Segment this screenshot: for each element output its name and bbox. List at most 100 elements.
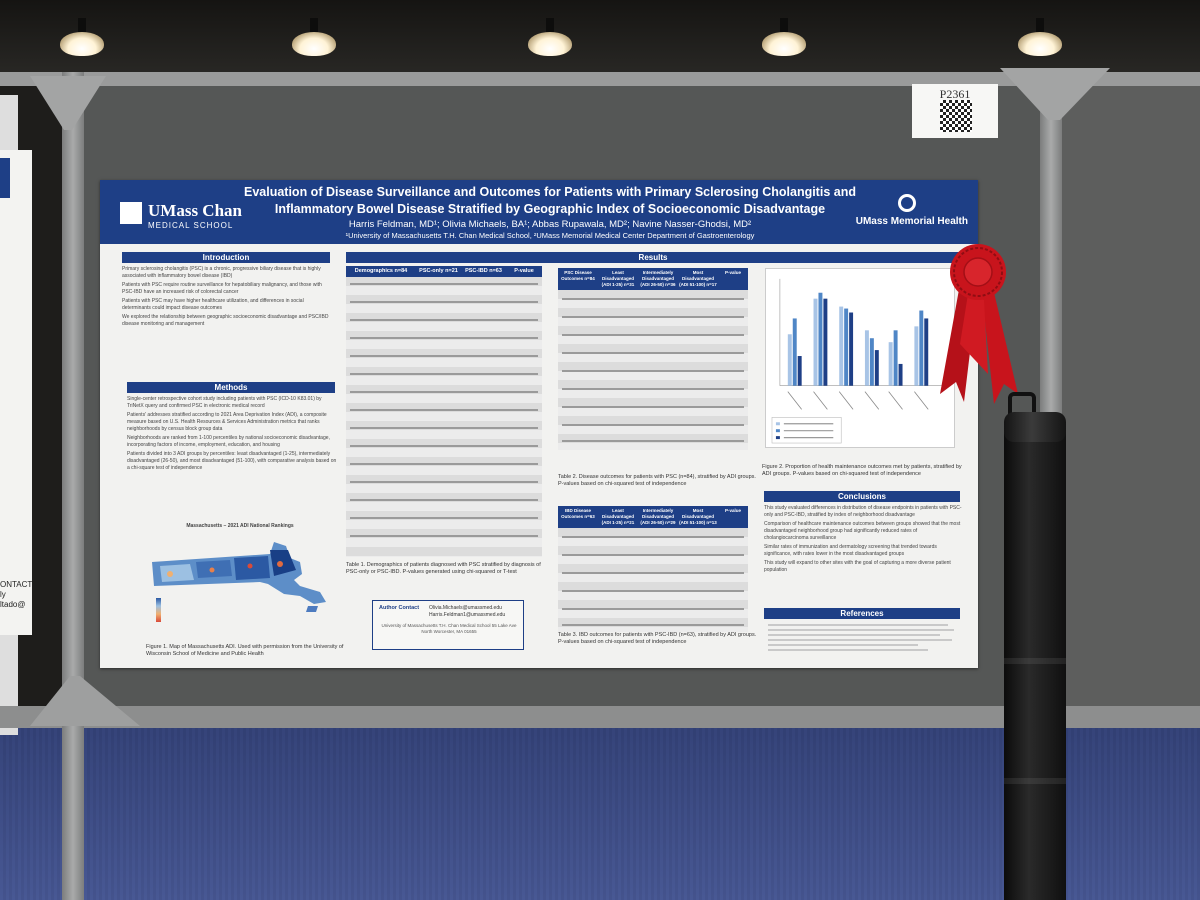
- table3-header-cell: IBD Disease Outcomes n=63: [561, 508, 595, 519]
- poster-tube-cap: [1004, 412, 1066, 442]
- ceiling-light: [762, 18, 806, 56]
- table-text-line: [350, 499, 538, 501]
- poster-number: P2361: [939, 87, 971, 101]
- author-contact-address: University of Massachusetts T.H. Chan Me…: [381, 623, 517, 634]
- methods-header: Methods: [127, 382, 335, 393]
- table-text-line: [562, 572, 744, 574]
- table3-header-cell: Most Disadvantaged (ADI 51-100) n=13: [679, 508, 717, 525]
- massachusetts-adi-map: [152, 542, 326, 612]
- map-legend-scale: [156, 598, 161, 622]
- methods-bullet: Patients divided into 3 ADI groups by pe…: [127, 451, 337, 471]
- table-text-line: [562, 352, 744, 354]
- author-contact-emails: Olivia.Michaels@umassmed.edu Harris.Feld…: [429, 605, 505, 619]
- ceiling-light: [60, 18, 104, 56]
- poster-banner: UMass Chan MEDICAL SCHOOL Evaluation of …: [100, 180, 978, 244]
- table-text-line: [562, 334, 744, 336]
- qr-code: [940, 100, 972, 132]
- ceiling-light: [292, 18, 336, 56]
- table-text-line: [350, 337, 538, 339]
- table2-header-cell: Intermediately Disadvantaged (ADI 26-50)…: [640, 270, 676, 287]
- poster-title-line: Inflammatory Bowel Disease Stratified by…: [274, 202, 826, 216]
- table-text-line: [562, 440, 744, 442]
- frame-top-rail: [0, 72, 1200, 86]
- adjacent-poster-edge: ONTACT ly ltado@: [0, 150, 32, 635]
- references-header: References: [764, 608, 960, 619]
- methods-bullet: Single-center retrospective cohort study…: [127, 396, 322, 409]
- introduction-bullet: Patients with PSC may have higher health…: [122, 298, 304, 311]
- table2-header-cell: PSC Disease Outcomes n=84: [561, 270, 595, 281]
- table3-header-cell: Least Disadvantaged (ADI 1-25) n=21: [601, 508, 635, 525]
- author-contact-email: Harris.Feldman1@umassmed.edu: [429, 612, 506, 618]
- adjacent-poster-stripe: [0, 158, 10, 198]
- table-text-line: [562, 388, 744, 390]
- table-text-line: [562, 370, 744, 372]
- award-ribbon-icon: [940, 244, 1018, 404]
- table-text-line: [350, 481, 538, 483]
- reference-text-line: [768, 629, 954, 631]
- ceiling: [0, 0, 1200, 80]
- table1-header-cell: Demographics n=84: [354, 268, 408, 274]
- poster-title-line: Evaluation of Disease Surveillance and O…: [244, 185, 856, 199]
- introduction-bullet: Patients with PSC require routine survei…: [122, 282, 322, 295]
- reference-text-line: [768, 644, 918, 646]
- table-text-line: [350, 517, 538, 519]
- table1-demographics: Demographics n=84 PSC-only n=21 PSC-IBD …: [346, 266, 542, 557]
- ceiling-light: [1018, 18, 1062, 56]
- conclusions-text: This study evaluated differences in dist…: [764, 505, 962, 576]
- methods-text: Single-center retrospective cohort study…: [127, 396, 337, 474]
- adjacent-poster-text: ONTACT ly ltado@: [0, 580, 32, 610]
- author-contact-label: Author Contact: [379, 605, 420, 611]
- introduction-text: Primary sclerosing cholangitis (PSC) is …: [122, 266, 332, 330]
- figure1-caption: Figure 1. Map of Massachusetts ADI. Used…: [146, 644, 344, 657]
- table-text-line: [562, 406, 744, 408]
- table3-header-row: IBD Disease Outcomes n=63 Least Disadvan…: [558, 506, 748, 528]
- table-text-line: [562, 590, 744, 592]
- poster-tube: [1004, 418, 1066, 900]
- table-text-line: [562, 536, 744, 538]
- table1-body: [346, 277, 542, 557]
- table-text-line: [350, 445, 538, 447]
- adjacent-poster-text-line: ly: [0, 590, 6, 599]
- table2-header-cell: P-value: [724, 270, 741, 275]
- author-contact-box: Author Contact Olivia.Michaels@umassmed.…: [372, 600, 524, 650]
- conclusions-bullet: This study will expand to other sites wi…: [764, 560, 951, 573]
- introduction-bullet: We explored the relationship between geo…: [122, 314, 329, 327]
- conclusions-bullet: Similar rates of immunization and dermat…: [764, 544, 937, 557]
- table3-caption: Table 3. IBD outcomes for patients with …: [558, 632, 757, 645]
- table-text-line: [350, 391, 538, 393]
- table-text-line: [350, 535, 538, 537]
- table1-caption: Table 1. Demographics of patients diagno…: [346, 562, 541, 575]
- methods-bullet: Patients' addresses stratified according…: [127, 412, 327, 432]
- table-text-line: [350, 427, 538, 429]
- tube-seam: [1004, 658, 1066, 664]
- table-text-line: [350, 355, 538, 357]
- table1-header-row: Demographics n=84 PSC-only n=21 PSC-IBD …: [346, 266, 542, 277]
- table-text-line: [562, 608, 744, 610]
- table1-header-cell: PSC-only n=21: [419, 268, 458, 274]
- table-text-line: [350, 301, 538, 303]
- tube-seam: [1004, 778, 1066, 784]
- results-header: Results: [346, 252, 960, 263]
- conclusions-bullet: This study evaluated differences in dist…: [764, 505, 962, 518]
- poster-authors: Harris Feldman, MD¹; Olivia Michaels, BA…: [348, 219, 752, 230]
- table-text-line: [562, 624, 744, 626]
- poster-board-adjacent: [1060, 80, 1200, 712]
- umass-chan-logo-mark-icon: [120, 202, 142, 224]
- research-poster: UMass Chan MEDICAL SCHOOL Evaluation of …: [100, 180, 978, 668]
- figure2-bar-chart: [765, 268, 955, 448]
- ceiling-light: [528, 18, 572, 56]
- table2-body: [558, 290, 748, 450]
- reference-text-line: [768, 649, 928, 651]
- table1-header-cell: PSC-IBD n=63: [465, 268, 502, 274]
- conclusions-header: Conclusions: [764, 491, 960, 502]
- carpet-floor: [0, 725, 1200, 900]
- table2-header-cell: Most Disadvantaged (ADI 51-100) n=17: [679, 270, 717, 287]
- reference-text-line: [768, 634, 940, 636]
- introduction-header: Introduction: [122, 252, 330, 263]
- frame-bottom-rail: [0, 706, 1200, 728]
- table-text-line: [562, 298, 744, 300]
- figure2-caption: Figure 2. Proportion of health maintenan…: [762, 464, 962, 477]
- author-contact-email: Olivia.Michaels@umassmed.edu: [429, 605, 502, 611]
- umass-memorial-logo-mark-icon: [898, 194, 916, 212]
- poster-title: Evaluation of Disease Surveillance and O…: [240, 184, 860, 218]
